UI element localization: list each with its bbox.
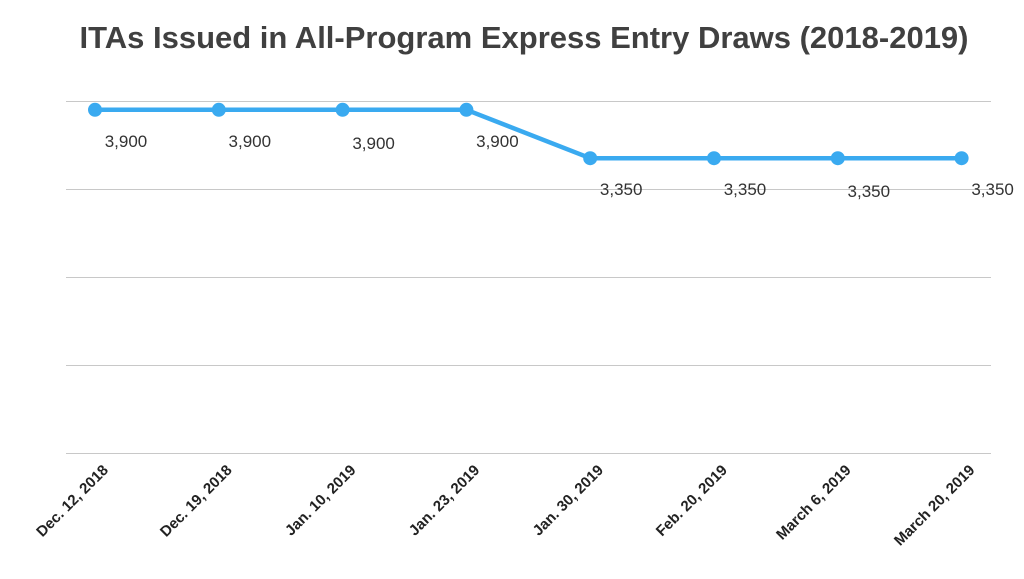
data-labels: 3,900 3,900 3,900 3,900 3,350 3,350 3,350 3,350 — [105, 132, 1014, 201]
x-tick-label: Jan. 23, 2019 — [406, 462, 483, 539]
x-tick-label: Dec. 19, 2018 — [157, 462, 236, 541]
data-label: 3,900 — [476, 132, 519, 151]
data-point — [335, 102, 350, 117]
data-point — [211, 102, 226, 117]
data-point — [954, 151, 969, 166]
data-label: 3,900 — [229, 132, 272, 151]
x-tick-label: March 20, 2019 — [891, 462, 979, 550]
x-tick-label: Feb. 20, 2019 — [653, 462, 731, 540]
data-points — [88, 102, 969, 166]
data-point — [707, 151, 721, 166]
series-line — [92, 107, 964, 161]
x-axis-ticks: Dec. 12, 2018 Dec. 19, 2018 Jan. 10, 2019 J… — [33, 462, 978, 550]
data-label: 3,900 — [352, 134, 395, 153]
data-label: 3,900 — [105, 132, 148, 151]
data-point — [459, 102, 474, 117]
x-tick-label: Jan. 10, 2019 — [282, 462, 359, 539]
data-label: 3,350 — [600, 180, 643, 199]
data-label: 3,350 — [724, 180, 767, 199]
data-label: 3,350 — [971, 180, 1014, 199]
data-point — [88, 102, 102, 117]
x-tick-label: Dec. 12, 2018 — [33, 462, 112, 541]
x-tick-label: Jan. 30, 2019 — [530, 462, 607, 539]
series-line-path — [92, 107, 964, 161]
data-point — [830, 151, 845, 166]
x-tick-label: March 6, 2019 — [773, 462, 855, 544]
data-label: 3,350 — [848, 182, 891, 201]
data-point — [583, 151, 598, 166]
gridlines — [66, 101, 991, 454]
chart-title: ITAs Issued in All-Program Express Entry… — [79, 20, 968, 55]
